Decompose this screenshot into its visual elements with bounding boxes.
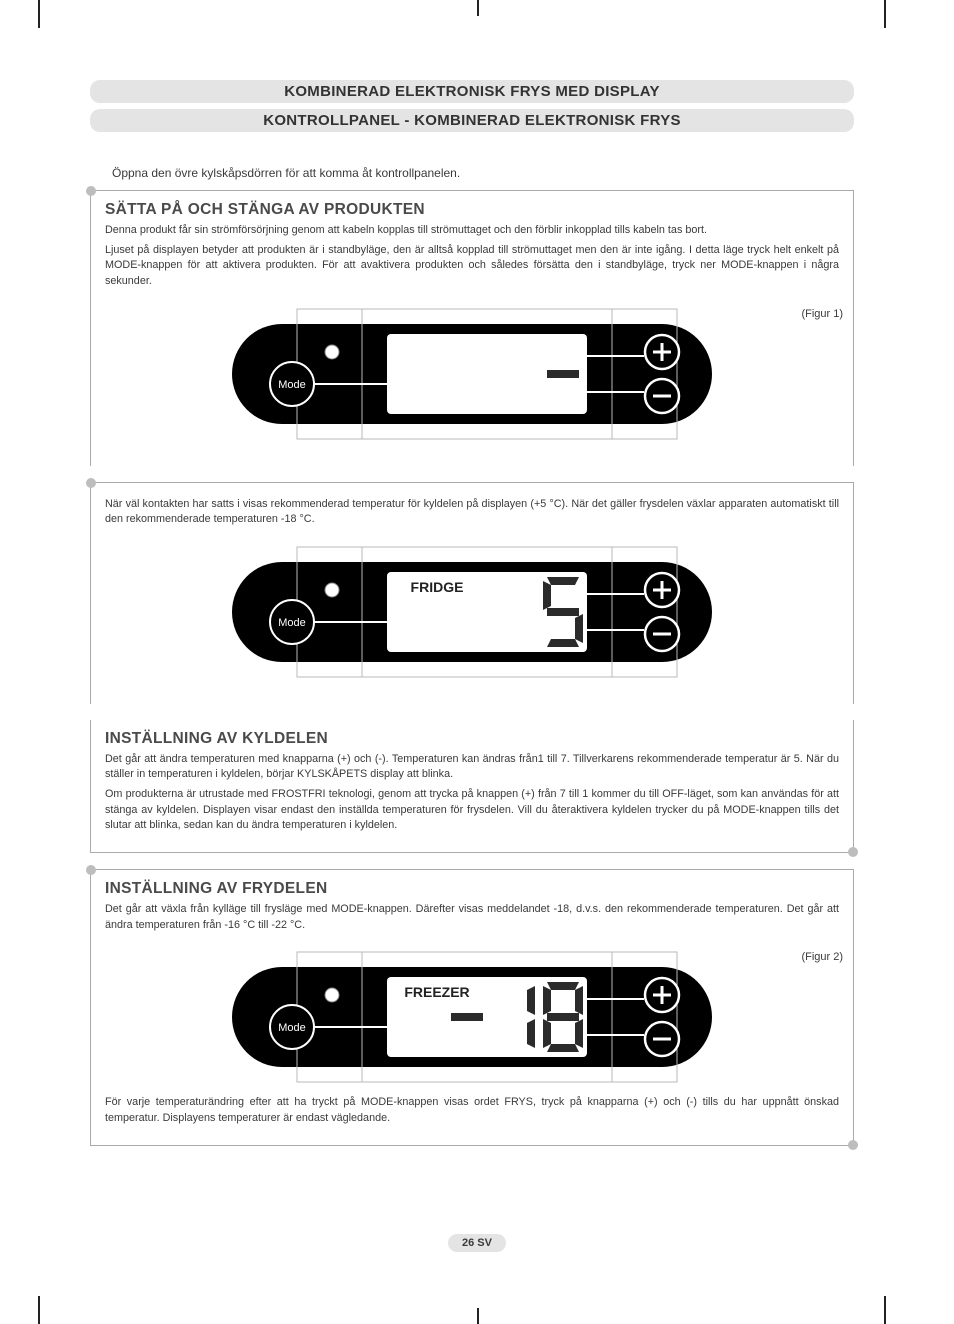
crop-mark: [477, 1308, 479, 1324]
corner-dot: [86, 865, 96, 875]
section-heading: INSTÄLLNING AV FRYDELEN: [105, 880, 839, 898]
figure-1: (Figur 1) Mode: [105, 304, 839, 444]
section-heading: INSTÄLLNING AV KYLDELEN: [105, 730, 839, 748]
svg-text:Mode: Mode: [278, 1022, 306, 1034]
page-number: 26 SV: [448, 1234, 506, 1252]
svg-text:FREEZER: FREEZER: [404, 984, 469, 1000]
title-bar-2: KONTROLLPANEL - KOMBINERAD ELEKTRONISK F…: [90, 109, 854, 132]
figure-2: (Figur 2) ModeFREEZER: [105, 947, 839, 1087]
page: KOMBINERAD ELEKTRONISK FRYS MED DISPLAY …: [0, 0, 954, 1324]
content-area: KOMBINERAD ELEKTRONISK FRYS MED DISPLAY …: [90, 80, 854, 1162]
body-text: Det går att växla från kylläge till frys…: [105, 902, 839, 933]
section-heading: SÄTTA PÅ OCH STÄNGA AV PRODUKTEN: [105, 201, 839, 219]
page-title-1: KOMBINERAD ELEKTRONISK FRYS MED DISPLAY: [90, 83, 854, 100]
body-text: För varje temperaturändring efter att ha…: [105, 1095, 839, 1126]
crop-mark: [884, 0, 886, 28]
svg-text:Mode: Mode: [278, 617, 306, 629]
svg-text:FRIDGE: FRIDGE: [411, 579, 464, 595]
corner-dot: [848, 1140, 858, 1150]
control-panel-diagram: Mode FREEZER: [192, 947, 752, 1087]
intro-text: Öppna den övre kylskåpsdörren för att ko…: [112, 166, 854, 180]
corner-dot: [848, 847, 858, 857]
body-text: Det går att ändra temperaturen med knapp…: [105, 752, 839, 783]
section-fridge-setting: INSTÄLLNING AV KYLDELEN Det går att ändr…: [90, 720, 854, 853]
section-default-temp: När väl kontakten har satts i visas reko…: [90, 482, 854, 704]
crop-mark: [477, 0, 479, 16]
figure-fridge: Mode FRIDGE: [105, 542, 839, 682]
body-text: Denna produkt får sin strömförsörjning g…: [105, 223, 839, 239]
control-panel-diagram: Mode: [192, 304, 752, 444]
section-freezer-setting: INSTÄLLNING AV FRYDELEN Det går att växl…: [90, 869, 854, 1146]
corner-dot: [86, 478, 96, 488]
crop-mark: [38, 0, 40, 28]
figure-label: (Figur 2): [801, 951, 843, 963]
crop-mark: [884, 1296, 886, 1324]
title-bar-1: KOMBINERAD ELEKTRONISK FRYS MED DISPLAY: [90, 80, 854, 103]
control-panel-diagram: Mode FRIDGE: [192, 542, 752, 682]
crop-mark: [38, 1296, 40, 1324]
figure-label: (Figur 1): [801, 308, 843, 320]
body-text: När väl kontakten har satts i visas reko…: [105, 497, 839, 528]
corner-dot: [86, 186, 96, 196]
section-power: SÄTTA PÅ OCH STÄNGA AV PRODUKTEN Denna p…: [90, 190, 854, 466]
page-title-2: KONTROLLPANEL - KOMBINERAD ELEKTRONISK F…: [90, 112, 854, 129]
svg-text:Mode: Mode: [278, 379, 306, 391]
body-text: Om produkterna är utrustade med FROSTFRI…: [105, 787, 839, 834]
body-text: Ljuset på displayen betyder att produkte…: [105, 243, 839, 290]
page-footer: 26 SV: [0, 1233, 954, 1252]
